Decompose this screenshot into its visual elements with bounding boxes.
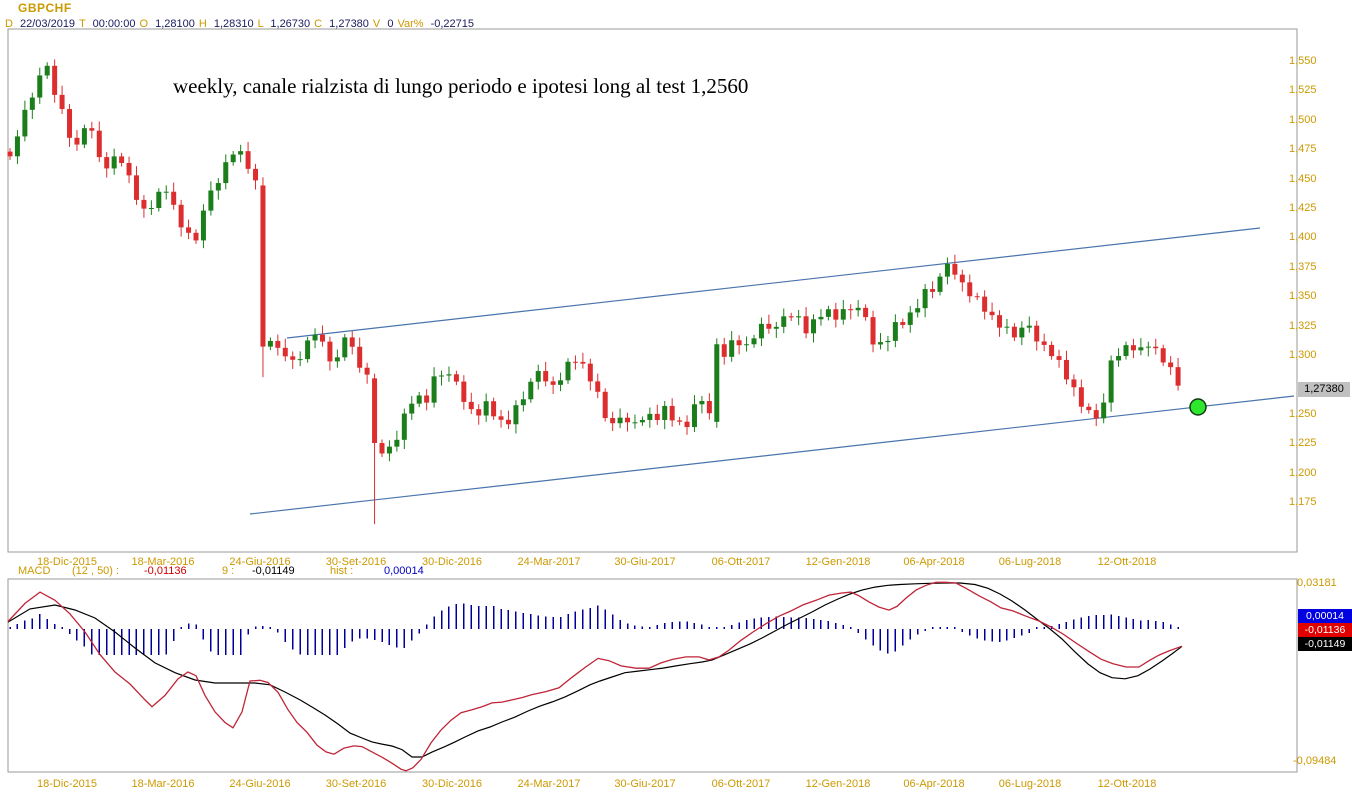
info-field-value: 1,26730 xyxy=(270,18,311,30)
price-axis-label: 1,325 xyxy=(1289,320,1317,332)
price-axis-label: 1,225 xyxy=(1289,437,1317,449)
price-axis-label: 1,525 xyxy=(1289,84,1317,96)
macd-axis-max-label: 0,03181 xyxy=(1297,577,1337,589)
info-field-label: Var% xyxy=(397,18,427,30)
macd-header-segment: 9 : xyxy=(222,565,235,577)
date-axis-label: 12-Gen-2018 xyxy=(805,778,871,790)
date-axis-label: 30-Set-2016 xyxy=(325,556,387,568)
macd-header-segment: 0,00014 xyxy=(384,565,424,577)
info-field-value: -0,22715 xyxy=(430,18,475,30)
symbol-label: GBPCHF xyxy=(18,1,72,15)
trend-channel-lines[interactable] xyxy=(249,227,1295,515)
info-field-label: C xyxy=(314,18,326,30)
price-axis-label: 1,175 xyxy=(1289,496,1317,508)
date-axis-label: 24-Giu-2016 xyxy=(229,556,291,568)
macd-header-segment: hist : xyxy=(330,565,354,577)
pane-borders xyxy=(7,28,1298,773)
date-axis-label: 06-Apr-2018 xyxy=(903,556,965,568)
date-axis-label: 06-Lug-2018 xyxy=(998,778,1062,790)
macd-value-badge: -0,01149 xyxy=(1298,637,1352,651)
date-axis-label: 30-Dic-2016 xyxy=(422,556,482,568)
macd-signal-line xyxy=(7,582,1183,758)
macd-value-badge: -0,01136 xyxy=(1298,623,1352,637)
price-axis-label: 1,500 xyxy=(1289,114,1317,126)
date-axis-label: 30-Set-2016 xyxy=(325,778,387,790)
chart-annotation-text: weekly, canale rialzista di lungo period… xyxy=(173,74,749,98)
date-axis-label: 24-Mar-2017 xyxy=(517,778,581,790)
info-field-label: H xyxy=(198,18,210,30)
current-price-badge: 1,27380 xyxy=(1298,382,1350,397)
info-field-value: 0 xyxy=(387,18,394,30)
price-axis-label: 1,200 xyxy=(1289,467,1317,479)
macd-header-segment: -0,01149 xyxy=(252,565,295,577)
long-entry-dot[interactable] xyxy=(1189,398,1207,416)
info-field-label: L xyxy=(257,18,267,30)
date-axis-label: 06-Lug-2018 xyxy=(998,556,1062,568)
info-field-value: 00:00:00 xyxy=(92,18,136,30)
price-axis-label: 1,350 xyxy=(1289,290,1317,302)
price-axis-label: 1,475 xyxy=(1289,143,1317,155)
info-field-label: O xyxy=(139,18,152,30)
price-axis-label: 1,300 xyxy=(1289,349,1317,361)
info-field-value: 1,27380 xyxy=(329,18,369,30)
price-axis-label: 1,250 xyxy=(1289,408,1317,420)
macd-main-line xyxy=(7,581,1183,772)
date-axis-label: 24-Giu-2016 xyxy=(229,778,291,790)
date-axis-label: 12-Gen-2018 xyxy=(805,556,871,568)
macd-value-badge: 0,00014 xyxy=(1298,609,1352,623)
date-axis-label: 18-Mar-2016 xyxy=(131,778,195,790)
info-field-value: 1,28310 xyxy=(213,18,254,30)
date-axis-label: 30-Giu-2017 xyxy=(614,778,676,790)
date-axis-label: 30-Giu-2017 xyxy=(614,556,676,568)
info-field-label: V xyxy=(372,18,384,30)
price-axis-label: 1,375 xyxy=(1289,261,1317,273)
price-axis-label: 1,400 xyxy=(1289,231,1317,243)
date-axis-label: 06-Ott-2017 xyxy=(711,778,771,790)
price-axis-label: 1,425 xyxy=(1289,202,1317,214)
date-axis-label: 06-Ott-2017 xyxy=(711,556,771,568)
date-axis-label: 12-Ott-2018 xyxy=(1097,556,1157,568)
macd-header-segment: (12 , 50) : xyxy=(72,565,120,577)
info-field-label: D xyxy=(5,18,16,30)
date-axis-label: 18-Mar-2016 xyxy=(131,556,195,568)
info-field-label: T xyxy=(79,18,89,30)
date-axis-label: 12-Ott-2018 xyxy=(1097,778,1157,790)
date-axis-label: 18-Dic-2015 xyxy=(37,556,97,568)
macd-axis-min-label: -0,09484 xyxy=(1293,755,1337,767)
macd-histogram xyxy=(9,603,1179,655)
price-axis-label: 1,450 xyxy=(1289,173,1317,185)
date-axis-label: 06-Apr-2018 xyxy=(903,778,965,790)
price-axis-label: 1,550 xyxy=(1289,55,1317,67)
date-axis-label: 18-Dic-2015 xyxy=(37,778,97,790)
macd-header-segment: MACD xyxy=(18,565,51,577)
info-field-value: 1,28100 xyxy=(155,18,195,30)
info-field-value: 22/03/2019 xyxy=(20,18,76,30)
candlestick-series xyxy=(7,59,1181,525)
macd-header-segment: -0,01136 xyxy=(144,565,187,577)
ohlc-info-bar: D 22/03/2019 T 00:00:00 O 1,28100 H 1,28310… xyxy=(5,14,478,30)
date-axis-label: 30-Dic-2016 xyxy=(422,778,482,790)
date-axis-label: 24-Mar-2017 xyxy=(517,556,581,568)
